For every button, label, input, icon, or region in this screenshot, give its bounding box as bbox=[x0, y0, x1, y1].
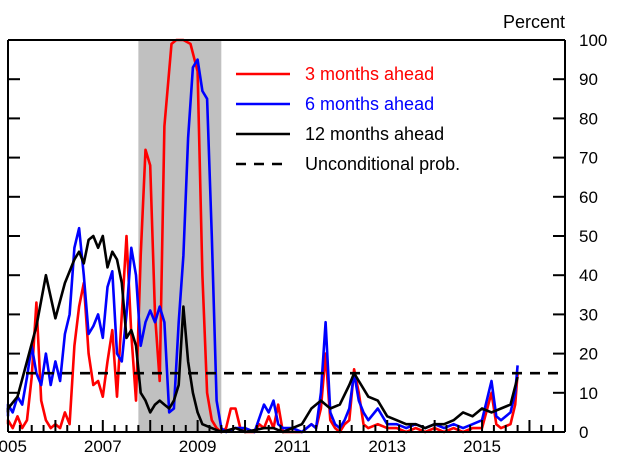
legend: 3 months ahead 6 months ahead 12 months ah… bbox=[236, 64, 460, 174]
y-axis-unit-label: Percent bbox=[503, 12, 565, 32]
y-tick-label: 0 bbox=[579, 423, 588, 442]
x-tick-label: 2005 bbox=[0, 437, 27, 454]
series-line-6-months-ahead bbox=[6, 58, 519, 434]
series-line-12-months-ahead bbox=[6, 234, 519, 434]
x-tick-label: 2007 bbox=[84, 437, 122, 454]
legend-label-3-months-ahead: 3 months ahead bbox=[305, 64, 434, 84]
x-tick-label: 2015 bbox=[463, 437, 501, 454]
y-tick-label: 30 bbox=[579, 305, 598, 324]
x-tick-label: 2011 bbox=[274, 437, 311, 454]
x-tick-label: 2013 bbox=[368, 437, 406, 454]
ticks-layer: 0 10 20 30 40 50 60 70 80 90 100 2005 2007 2009 2011 20… bbox=[0, 31, 607, 454]
y-tick-label: 50 bbox=[579, 227, 598, 246]
legend-label-unconditional-prob: Unconditional prob. bbox=[305, 154, 460, 174]
y-tick-label: 20 bbox=[579, 345, 598, 364]
y-tick-label: 70 bbox=[579, 149, 598, 168]
y-tick-label: 10 bbox=[579, 384, 598, 403]
legend-label-12-months-ahead: 12 months ahead bbox=[305, 124, 444, 144]
legend-label-6-months-ahead: 6 months ahead bbox=[305, 94, 434, 114]
x-tick-label: 2009 bbox=[179, 437, 217, 454]
series-layer bbox=[6, 38, 565, 434]
y-tick-label: 80 bbox=[579, 109, 598, 128]
y-tick-label: 100 bbox=[579, 31, 607, 50]
y-tick-label: 60 bbox=[579, 188, 598, 207]
y-tick-label: 90 bbox=[579, 70, 598, 89]
y-tick-label: 40 bbox=[579, 266, 598, 285]
